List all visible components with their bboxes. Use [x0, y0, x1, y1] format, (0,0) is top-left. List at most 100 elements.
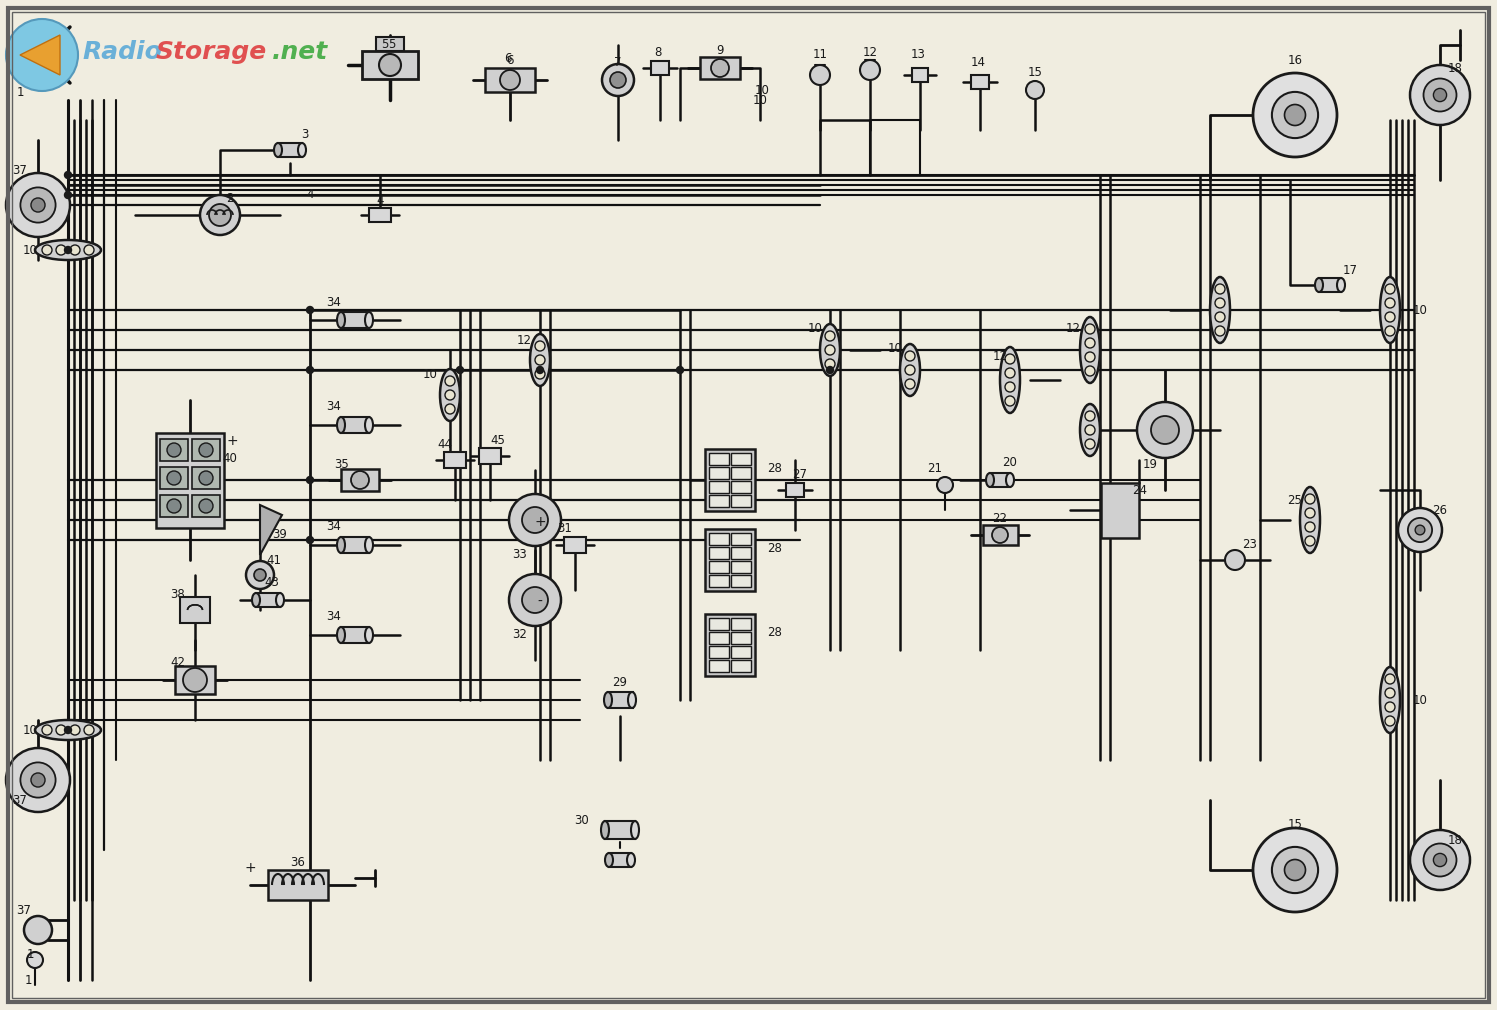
Circle shape [1004, 382, 1015, 392]
Polygon shape [260, 505, 281, 556]
Circle shape [350, 471, 368, 489]
Bar [564, 537, 585, 553]
Circle shape [1085, 324, 1094, 334]
Circle shape [1085, 366, 1094, 376]
Ellipse shape [600, 821, 609, 839]
Bar [605, 821, 635, 839]
Bar [341, 469, 379, 491]
Circle shape [509, 494, 561, 546]
Circle shape [70, 725, 79, 735]
Bar [192, 495, 220, 517]
Ellipse shape [365, 312, 373, 328]
Circle shape [1434, 853, 1446, 867]
Text: +: + [534, 515, 546, 529]
Circle shape [602, 64, 635, 96]
Text: 3: 3 [301, 128, 308, 141]
Circle shape [1284, 860, 1305, 881]
Bar [341, 537, 368, 553]
Bar [731, 632, 751, 644]
Text: 10: 10 [754, 84, 769, 97]
Ellipse shape [365, 417, 373, 433]
Bar [362, 50, 418, 79]
Text: 12: 12 [993, 349, 1007, 363]
Circle shape [1216, 312, 1225, 322]
Text: 19: 19 [1142, 459, 1157, 472]
Circle shape [201, 195, 240, 235]
Ellipse shape [251, 593, 260, 607]
Ellipse shape [1314, 278, 1323, 292]
Text: 35: 35 [335, 458, 349, 471]
Bar [160, 439, 189, 461]
Text: 21: 21 [928, 462, 943, 475]
Circle shape [1272, 92, 1317, 138]
Circle shape [307, 536, 313, 543]
Text: 1: 1 [27, 948, 34, 962]
Circle shape [445, 390, 455, 400]
Text: 45: 45 [491, 433, 506, 446]
Circle shape [6, 19, 78, 91]
Ellipse shape [530, 334, 549, 386]
Circle shape [168, 499, 181, 513]
Text: 7: 7 [614, 56, 621, 69]
Circle shape [84, 245, 94, 255]
Circle shape [168, 443, 181, 457]
Text: 10: 10 [22, 723, 37, 736]
Circle shape [825, 331, 835, 341]
Ellipse shape [1299, 487, 1320, 553]
Circle shape [168, 471, 181, 485]
Text: 44: 44 [437, 437, 452, 450]
Bar [710, 575, 729, 587]
Bar [268, 870, 328, 900]
Text: 42: 42 [171, 655, 186, 669]
Circle shape [70, 245, 79, 255]
Bar [175, 666, 216, 694]
Text: 27: 27 [792, 468, 807, 481]
Text: 28: 28 [768, 541, 783, 554]
Bar [786, 483, 804, 497]
Circle shape [1305, 494, 1314, 504]
Bar [705, 614, 754, 676]
Text: 14: 14 [970, 56, 985, 69]
Ellipse shape [605, 853, 612, 867]
Circle shape [21, 763, 55, 798]
Ellipse shape [365, 537, 373, 553]
Ellipse shape [1079, 404, 1100, 456]
Circle shape [199, 471, 213, 485]
Bar [368, 208, 391, 222]
Ellipse shape [820, 324, 840, 376]
Circle shape [906, 351, 915, 361]
Ellipse shape [274, 143, 281, 157]
Circle shape [379, 54, 401, 76]
Ellipse shape [34, 240, 100, 260]
Ellipse shape [603, 692, 612, 708]
Circle shape [445, 376, 455, 386]
Circle shape [31, 773, 45, 787]
Circle shape [906, 379, 915, 389]
Circle shape [1385, 298, 1395, 308]
Circle shape [27, 952, 43, 968]
Circle shape [1385, 284, 1395, 294]
Text: 10: 10 [1413, 303, 1428, 316]
Circle shape [55, 725, 66, 735]
Text: 6: 6 [506, 54, 513, 67]
Circle shape [1305, 536, 1314, 546]
Polygon shape [19, 35, 60, 75]
Text: 38: 38 [171, 589, 186, 602]
Circle shape [534, 369, 545, 379]
Text: 25: 25 [1287, 494, 1302, 506]
Bar [710, 481, 729, 493]
Bar [376, 37, 404, 50]
Text: 37: 37 [12, 164, 27, 177]
Circle shape [307, 367, 313, 374]
Bar [256, 593, 280, 607]
Text: Storage: Storage [156, 40, 268, 64]
Bar [731, 575, 751, 587]
Circle shape [1385, 326, 1395, 336]
Text: 18: 18 [1448, 833, 1463, 846]
Bar [984, 525, 1018, 545]
Text: 26: 26 [1433, 504, 1448, 516]
Bar [341, 627, 368, 643]
Ellipse shape [1079, 317, 1100, 383]
Text: -: - [537, 595, 542, 609]
Text: 17: 17 [1343, 264, 1358, 277]
